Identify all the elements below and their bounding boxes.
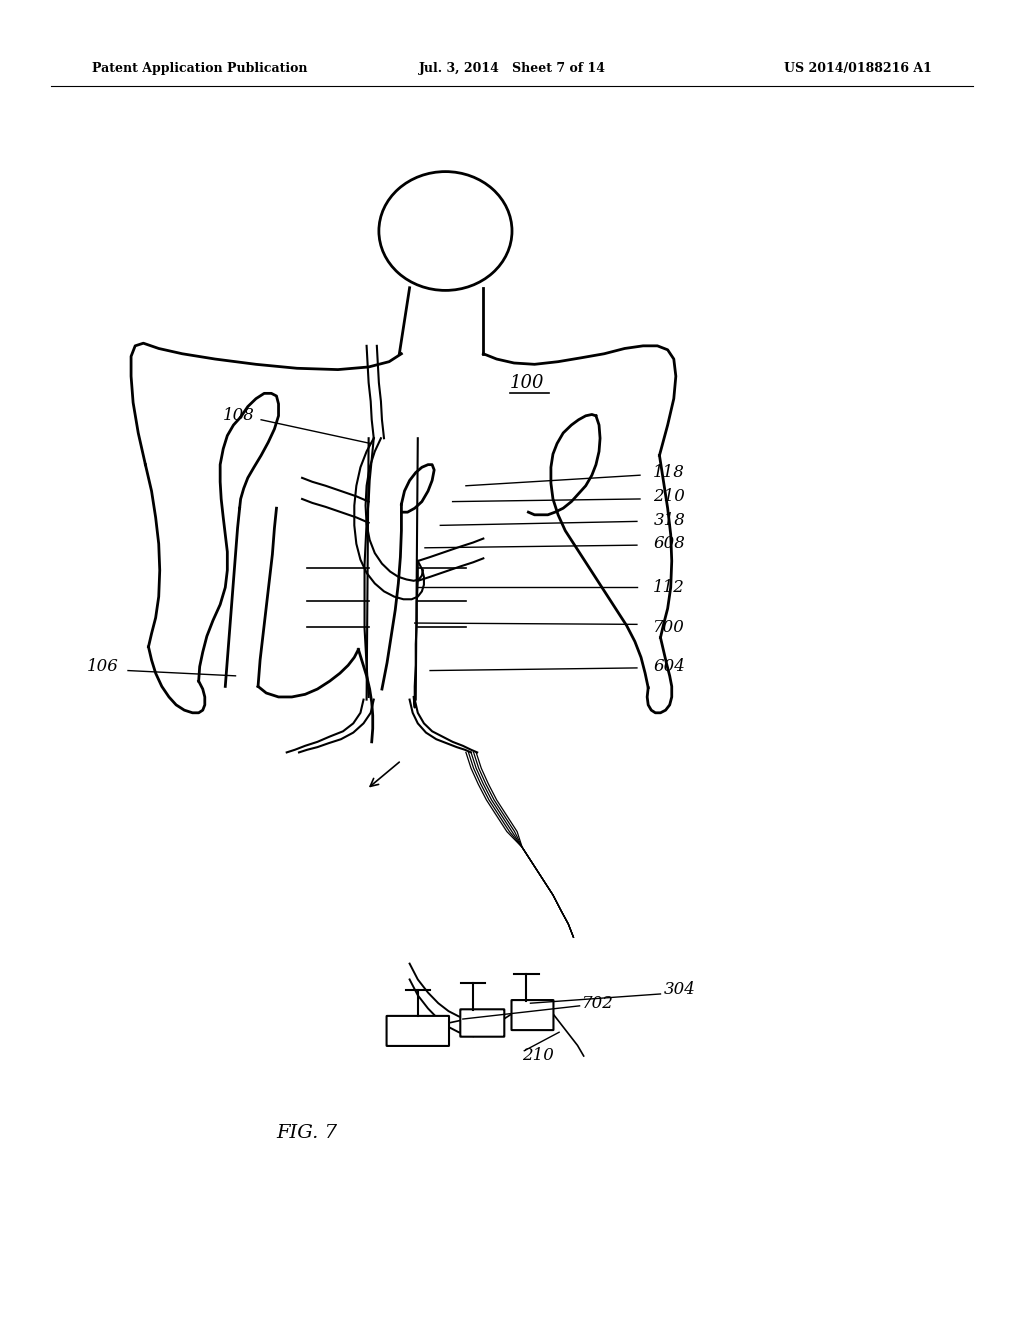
Text: 318: 318 — [653, 512, 685, 528]
Text: FIG. 7: FIG. 7 — [276, 1123, 338, 1142]
FancyBboxPatch shape — [461, 1010, 504, 1036]
FancyBboxPatch shape — [512, 1001, 553, 1030]
FancyBboxPatch shape — [387, 1016, 449, 1045]
Text: 100: 100 — [510, 374, 545, 392]
Text: 604: 604 — [653, 659, 685, 675]
Text: 210: 210 — [653, 488, 685, 504]
Text: 304: 304 — [664, 982, 695, 998]
Text: Patent Application Publication: Patent Application Publication — [92, 62, 307, 75]
Text: 106: 106 — [87, 659, 119, 675]
Text: 112: 112 — [653, 579, 685, 595]
Text: 118: 118 — [653, 465, 685, 480]
Text: 210: 210 — [522, 1048, 554, 1064]
Text: Jul. 3, 2014   Sheet 7 of 14: Jul. 3, 2014 Sheet 7 of 14 — [419, 62, 605, 75]
Text: 608: 608 — [653, 536, 685, 552]
Text: 700: 700 — [653, 619, 685, 635]
Text: 702: 702 — [582, 995, 613, 1011]
Text: 108: 108 — [223, 408, 255, 424]
Text: US 2014/0188216 A1: US 2014/0188216 A1 — [784, 62, 932, 75]
